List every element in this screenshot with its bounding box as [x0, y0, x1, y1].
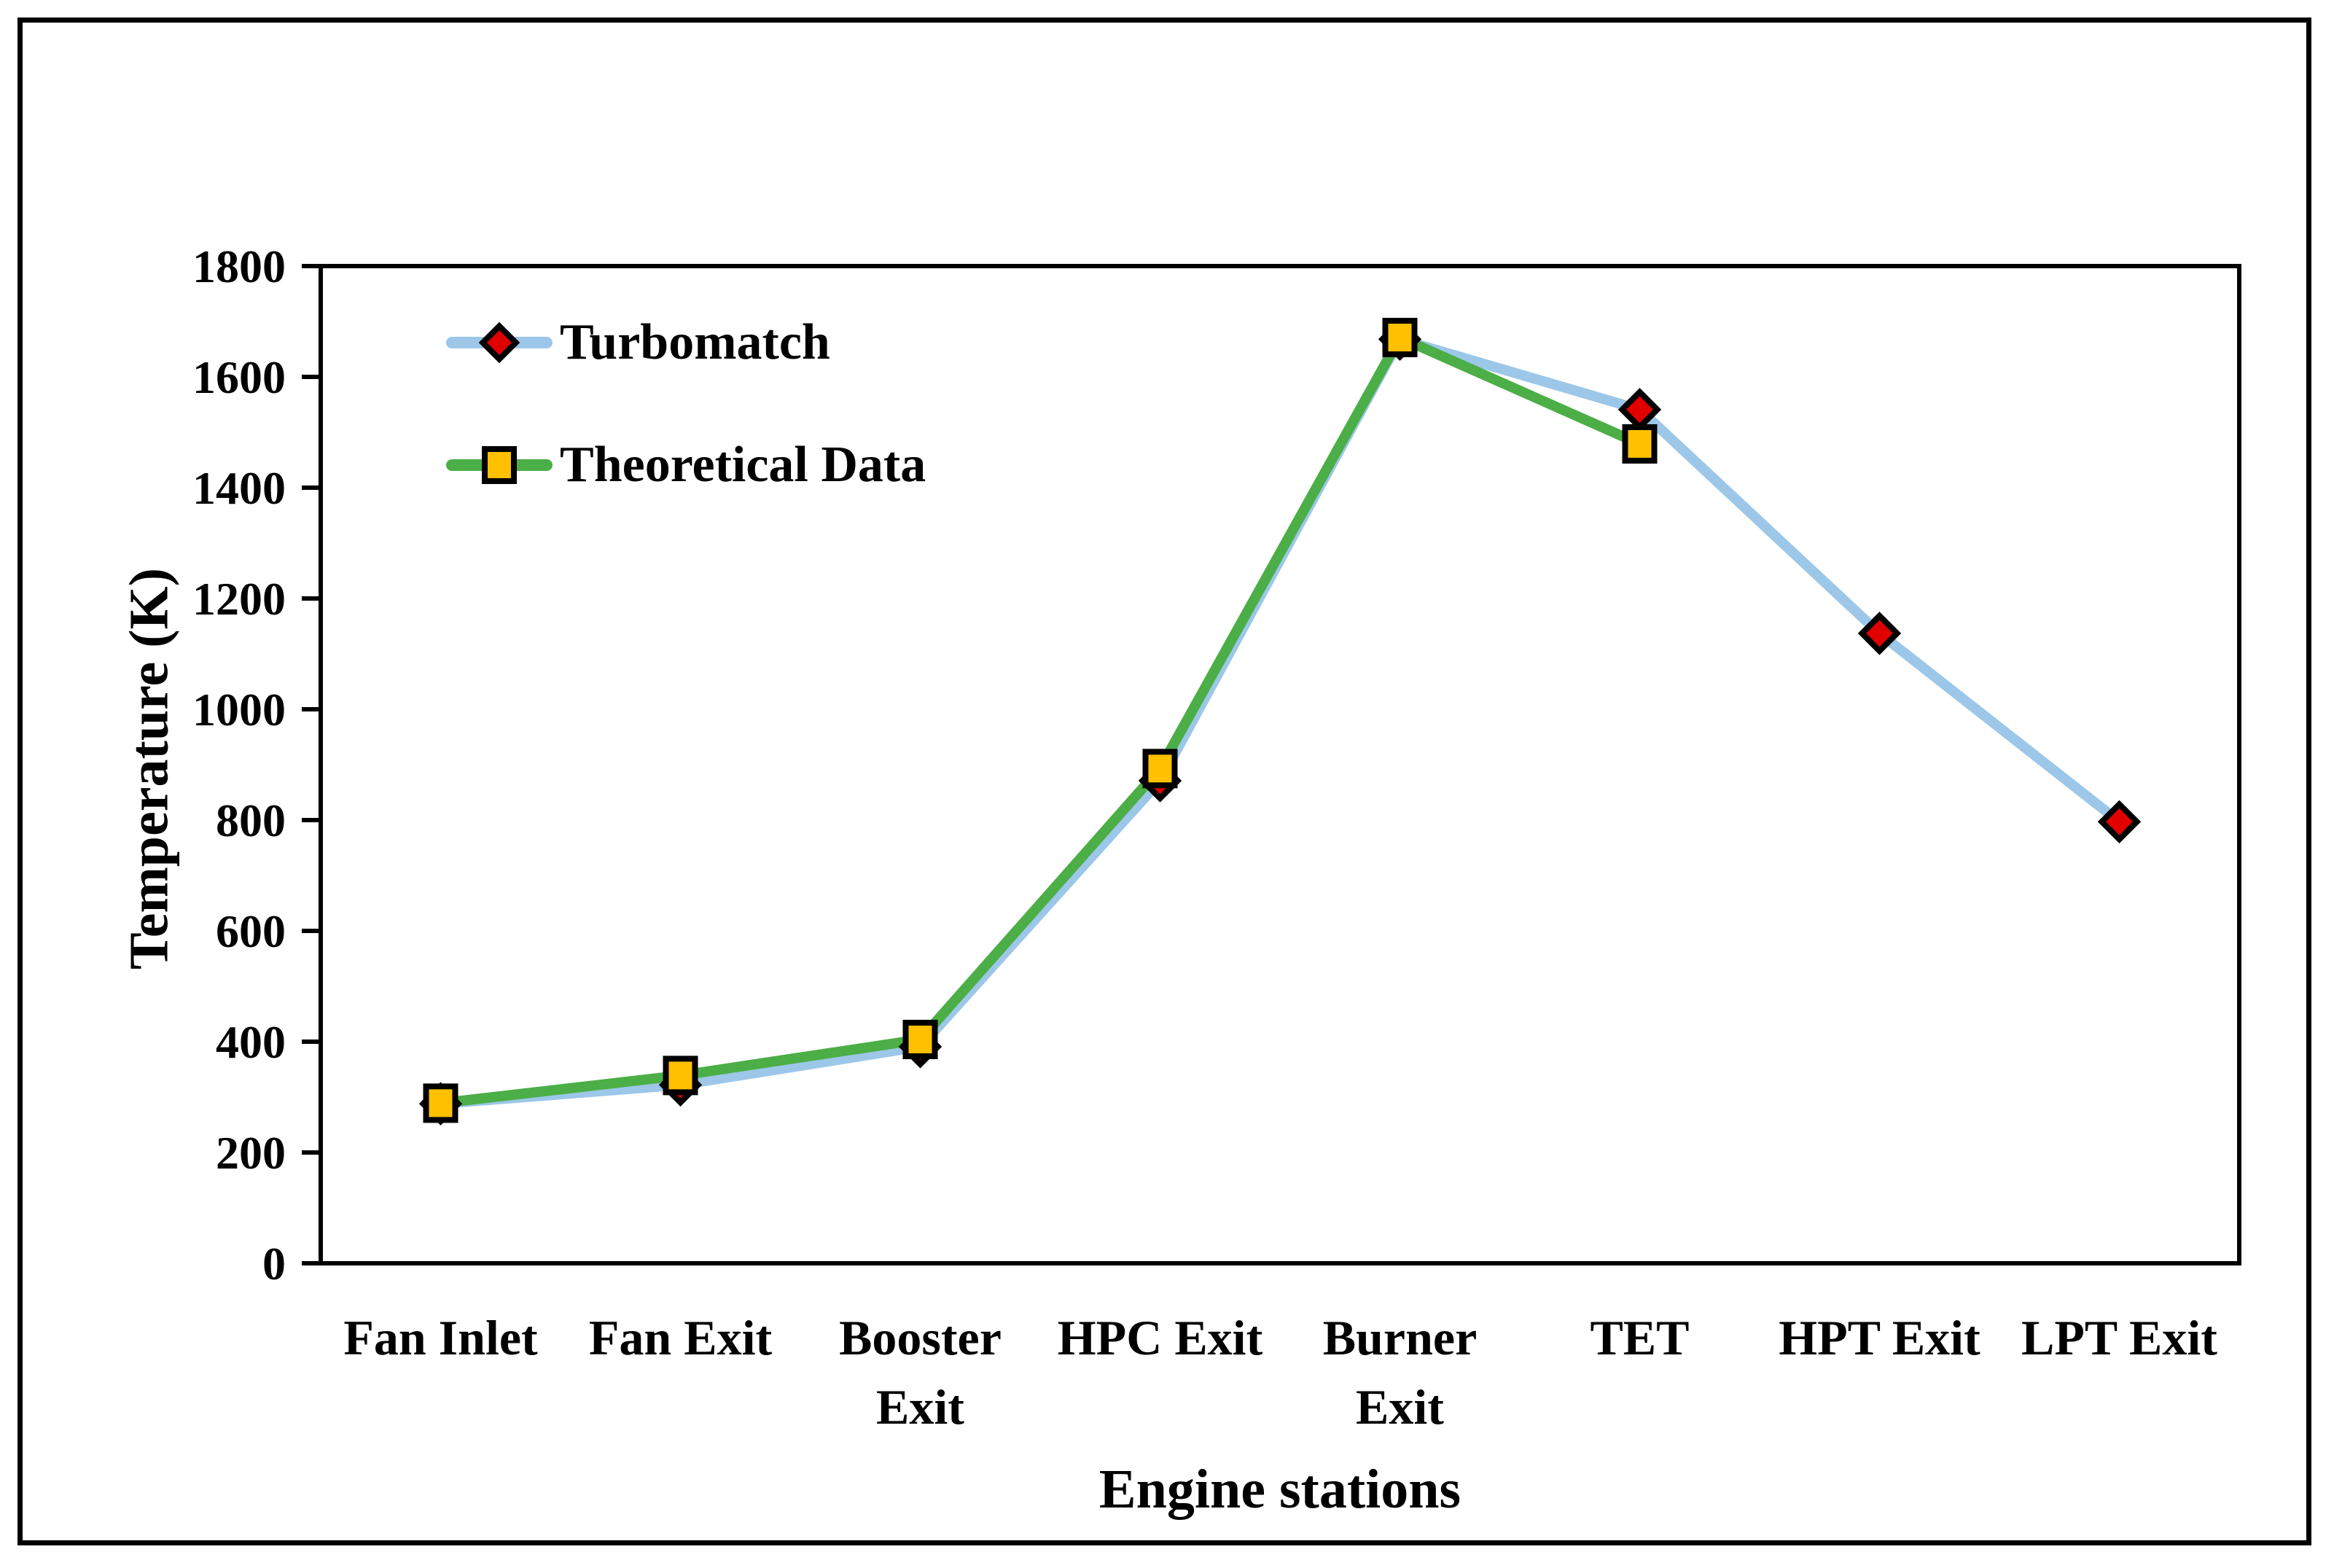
square-marker[interactable] — [423, 1083, 458, 1123]
x-category-label: Fan Exit — [589, 1310, 773, 1365]
y-tick-label: 1600 — [192, 351, 286, 403]
y-tick-label: 800 — [216, 795, 286, 846]
y-tick-label: 1000 — [192, 684, 286, 736]
turbomatch-key-icon — [446, 321, 553, 364]
diamond-marker[interactable] — [2097, 800, 2142, 843]
y-tick-label: 1800 — [192, 241, 286, 292]
y-tick-label: 600 — [216, 905, 286, 957]
x-category-label: Booster Exit — [839, 1310, 1002, 1435]
square-marker[interactable] — [1622, 424, 1658, 464]
legend: Turbomatch Theoretical Data — [446, 314, 926, 561]
diamond-marker[interactable] — [1857, 612, 1902, 655]
square-marker[interactable] — [663, 1056, 698, 1096]
diamond-marker[interactable] — [1617, 388, 1662, 432]
square-marker[interactable] — [902, 1019, 938, 1059]
x-category-label: HPC Exit — [1058, 1310, 1263, 1365]
series-line-1 — [435, 332, 1645, 1109]
square-marker[interactable] — [1382, 318, 1418, 358]
x-category-label: TET — [1590, 1310, 1689, 1365]
legend-label-turbomatch: Turbomatch — [560, 314, 830, 370]
x-category-label: Fan Inlet — [343, 1310, 538, 1365]
y-tick-label: 1200 — [192, 573, 286, 625]
x-category-label: LPT Exit — [2021, 1310, 2217, 1365]
theoretical-key-icon — [446, 446, 553, 484]
legend-item-turbomatch[interactable]: Turbomatch — [446, 314, 926, 370]
x-category-label: HPT Exit — [1779, 1310, 1980, 1365]
y-tick-label: 400 — [216, 1016, 286, 1068]
x-category-label: Burner Exit — [1323, 1310, 1478, 1435]
legend-label-theoretical: Theoretical Data — [560, 437, 926, 493]
y-tick-label: 1400 — [192, 462, 286, 514]
y-axis-title: Temperature (K) — [118, 568, 180, 970]
plot-border — [319, 264, 2241, 1265]
y-tick-label: 0 — [262, 1238, 286, 1290]
y-tick-label: 200 — [216, 1127, 286, 1179]
x-axis-title: Engine stations — [1098, 1459, 1461, 1520]
square-marker[interactable] — [1142, 749, 1178, 789]
legend-item-theoretical[interactable]: Theoretical Data — [446, 437, 926, 493]
